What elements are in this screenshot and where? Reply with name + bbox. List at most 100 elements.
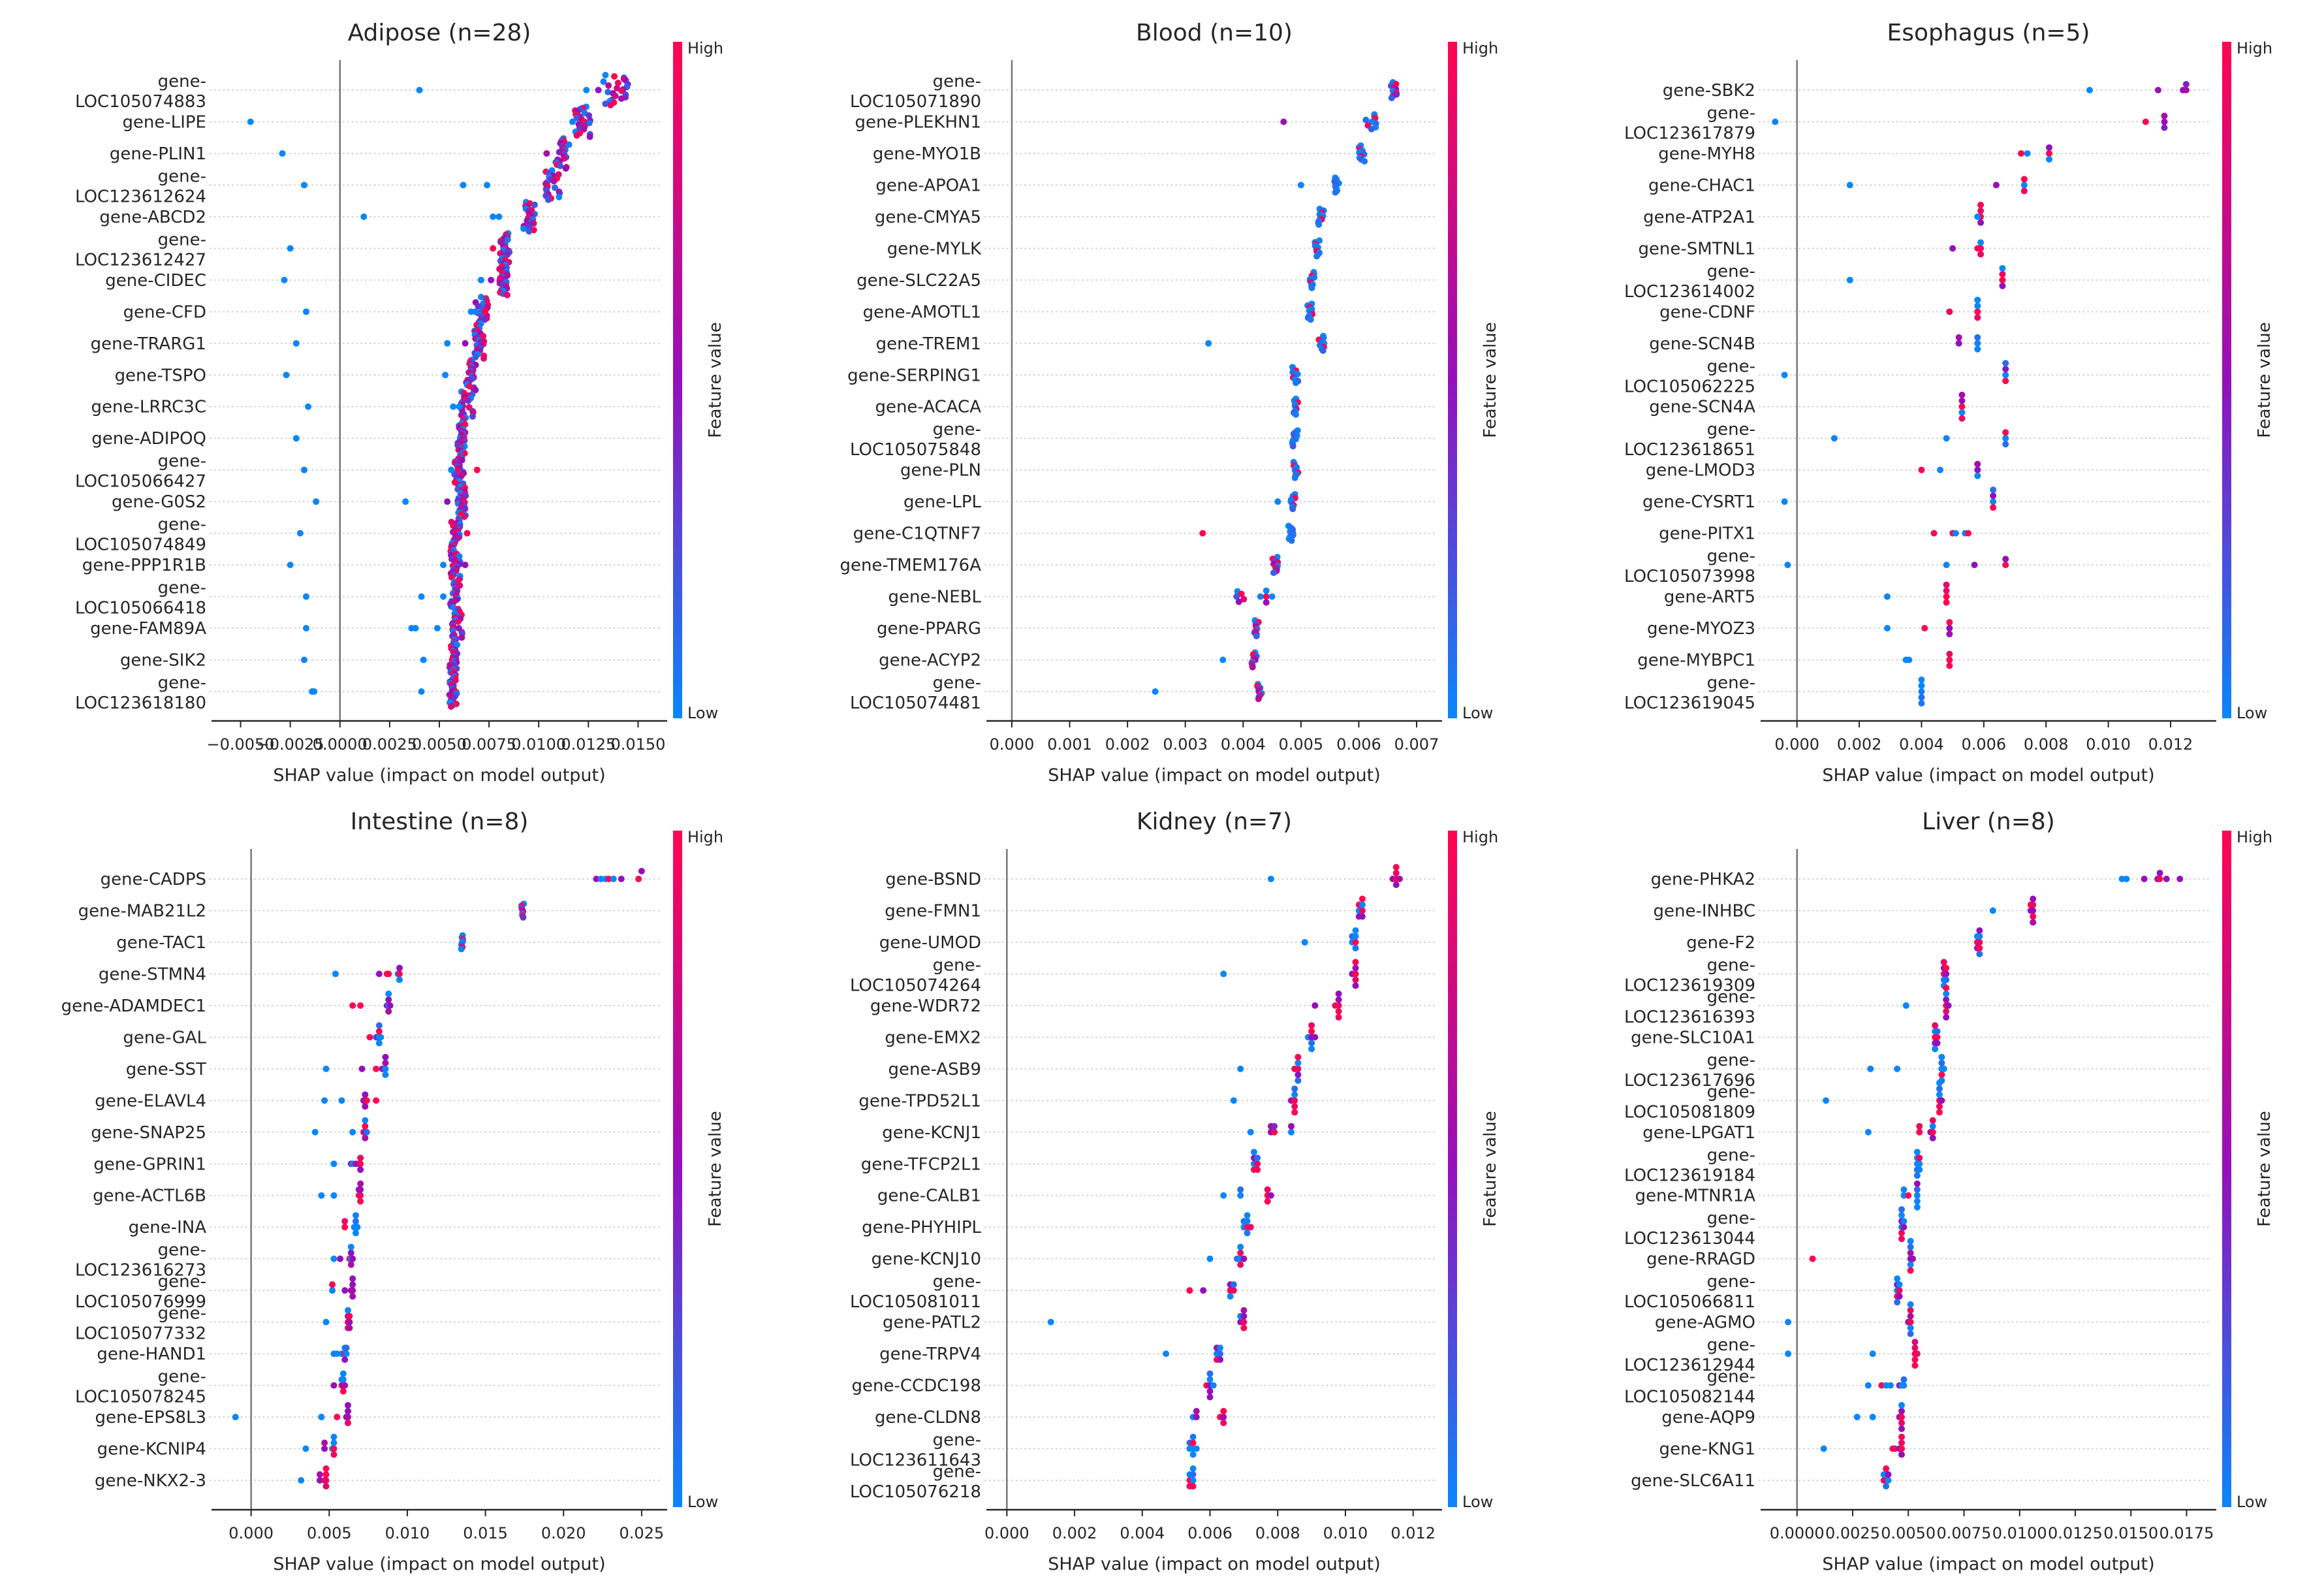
data-point xyxy=(1943,990,1950,997)
data-point xyxy=(2156,875,2163,882)
gene-label: gene-LOC123614002 xyxy=(1624,262,1755,302)
gene-label: gene-F2 xyxy=(1687,932,1756,952)
data-point xyxy=(480,355,488,362)
gene-label: gene-LOC105066811 xyxy=(1624,1272,1755,1312)
data-point xyxy=(1898,1229,1906,1236)
colorbar xyxy=(2222,830,2232,1507)
gene-label: gene-AMOTL1 xyxy=(862,302,981,322)
data-point xyxy=(1885,1476,1892,1484)
gene-label: gene-CALB1 xyxy=(877,1186,981,1205)
data-point xyxy=(586,112,593,119)
data-point xyxy=(345,1401,352,1409)
data-point xyxy=(1907,1330,1914,1337)
x-tick-label: 0.006 xyxy=(1187,1524,1233,1542)
data-point xyxy=(490,245,497,252)
data-point xyxy=(1388,95,1395,101)
colorbar xyxy=(1447,830,1457,1507)
data-point xyxy=(1934,1039,1941,1046)
data-point xyxy=(2176,875,2184,882)
data-point xyxy=(1974,340,1981,347)
data-point xyxy=(402,498,409,505)
data-point xyxy=(322,1482,330,1489)
data-point xyxy=(1999,276,2006,283)
data-point xyxy=(1219,1419,1227,1426)
data-point xyxy=(311,688,318,695)
gene-label: gene-CDNF xyxy=(1659,302,1755,322)
data-point xyxy=(1270,569,1277,577)
data-point xyxy=(349,1281,356,1288)
data-point xyxy=(1253,1154,1261,1161)
data-point xyxy=(1831,435,1838,442)
data-point xyxy=(354,1223,361,1230)
data-point xyxy=(1206,1388,1214,1395)
data-point xyxy=(2046,150,2053,157)
data-point xyxy=(1249,663,1256,671)
data-point xyxy=(283,372,290,379)
data-point xyxy=(1291,1096,1298,1104)
gene-label: gene-CFD xyxy=(123,302,206,322)
data-point xyxy=(341,1382,349,1389)
data-point xyxy=(1974,302,1981,310)
x-tick-label: 0.004 xyxy=(1221,735,1266,754)
data-point xyxy=(362,1123,369,1130)
data-point xyxy=(362,1091,369,1098)
gene-label: gene-PATL2 xyxy=(883,1313,981,1332)
data-point xyxy=(520,225,527,232)
data-point xyxy=(1898,1407,1906,1414)
data-point xyxy=(618,95,625,103)
gene-label: gene-SLC22A5 xyxy=(856,271,981,291)
data-point xyxy=(565,141,573,148)
colorbar-title: Feature value xyxy=(1481,1111,1500,1227)
gene-label: gene-LOC123618180 xyxy=(75,673,206,713)
data-point xyxy=(330,1192,338,1199)
data-point xyxy=(279,150,286,157)
data-point xyxy=(444,340,451,347)
data-point xyxy=(1352,938,1359,946)
gene-label: gene-PLIN1 xyxy=(110,144,206,164)
data-point xyxy=(456,403,463,410)
x-tick-label: 0.008 xyxy=(2024,735,2069,754)
gene-label: gene-SLC10A1 xyxy=(1631,1028,1756,1047)
data-point xyxy=(1946,619,1953,626)
data-point xyxy=(1193,1445,1200,1452)
x-tick-label: 0.0075 xyxy=(462,735,516,754)
data-point xyxy=(1308,1045,1315,1052)
data-point xyxy=(1240,1318,1248,1326)
data-point xyxy=(2030,895,2037,902)
data-point xyxy=(1936,1091,1943,1098)
colorbar-high-label: High xyxy=(1462,828,1498,846)
data-point xyxy=(1898,1211,1906,1219)
data-point xyxy=(1315,221,1322,228)
data-point xyxy=(330,1382,338,1389)
x-tick-label: 0.012 xyxy=(1390,1524,1436,1542)
data-point xyxy=(1906,656,1913,663)
colorbar-title: Feature value xyxy=(706,322,725,438)
data-point xyxy=(1236,1192,1244,1199)
data-point xyxy=(1358,900,1366,908)
data-point xyxy=(311,1128,319,1136)
x-tick-label: 0.0000 xyxy=(313,735,368,754)
x-tick-label: 0.0100 xyxy=(1992,1523,2047,1542)
data-point xyxy=(1358,895,1366,902)
data-point xyxy=(1291,1108,1298,1115)
gene-label: gene-SNAP25 xyxy=(91,1123,206,1142)
data-point xyxy=(396,976,403,983)
data-point xyxy=(469,413,477,420)
data-point xyxy=(450,403,457,410)
data-point xyxy=(1958,415,1966,422)
x-tick-label: 0.0125 xyxy=(2048,1523,2103,1542)
gene-label: gene-LOC105066418 xyxy=(75,579,206,618)
data-point xyxy=(2024,150,2031,157)
x-axis-label: SHAP value (impact on model output) xyxy=(1048,765,1381,786)
data-point xyxy=(1887,1382,1894,1389)
data-point xyxy=(2161,124,2168,131)
data-point xyxy=(396,970,403,977)
data-point xyxy=(1288,537,1295,544)
gene-label: gene-MTNR1A xyxy=(1635,1186,1756,1205)
data-point xyxy=(454,618,462,625)
gene-label: gene-AGMO xyxy=(1655,1313,1755,1332)
data-point xyxy=(385,990,392,997)
panel-intestine: Intestine (n=8) gene-CADPS gene-MAB21L2 gen… xyxy=(0,789,775,1577)
gene-label: gene-KCNJ10 xyxy=(871,1249,981,1269)
gene-label: gene-LOC105074264 xyxy=(850,955,981,995)
